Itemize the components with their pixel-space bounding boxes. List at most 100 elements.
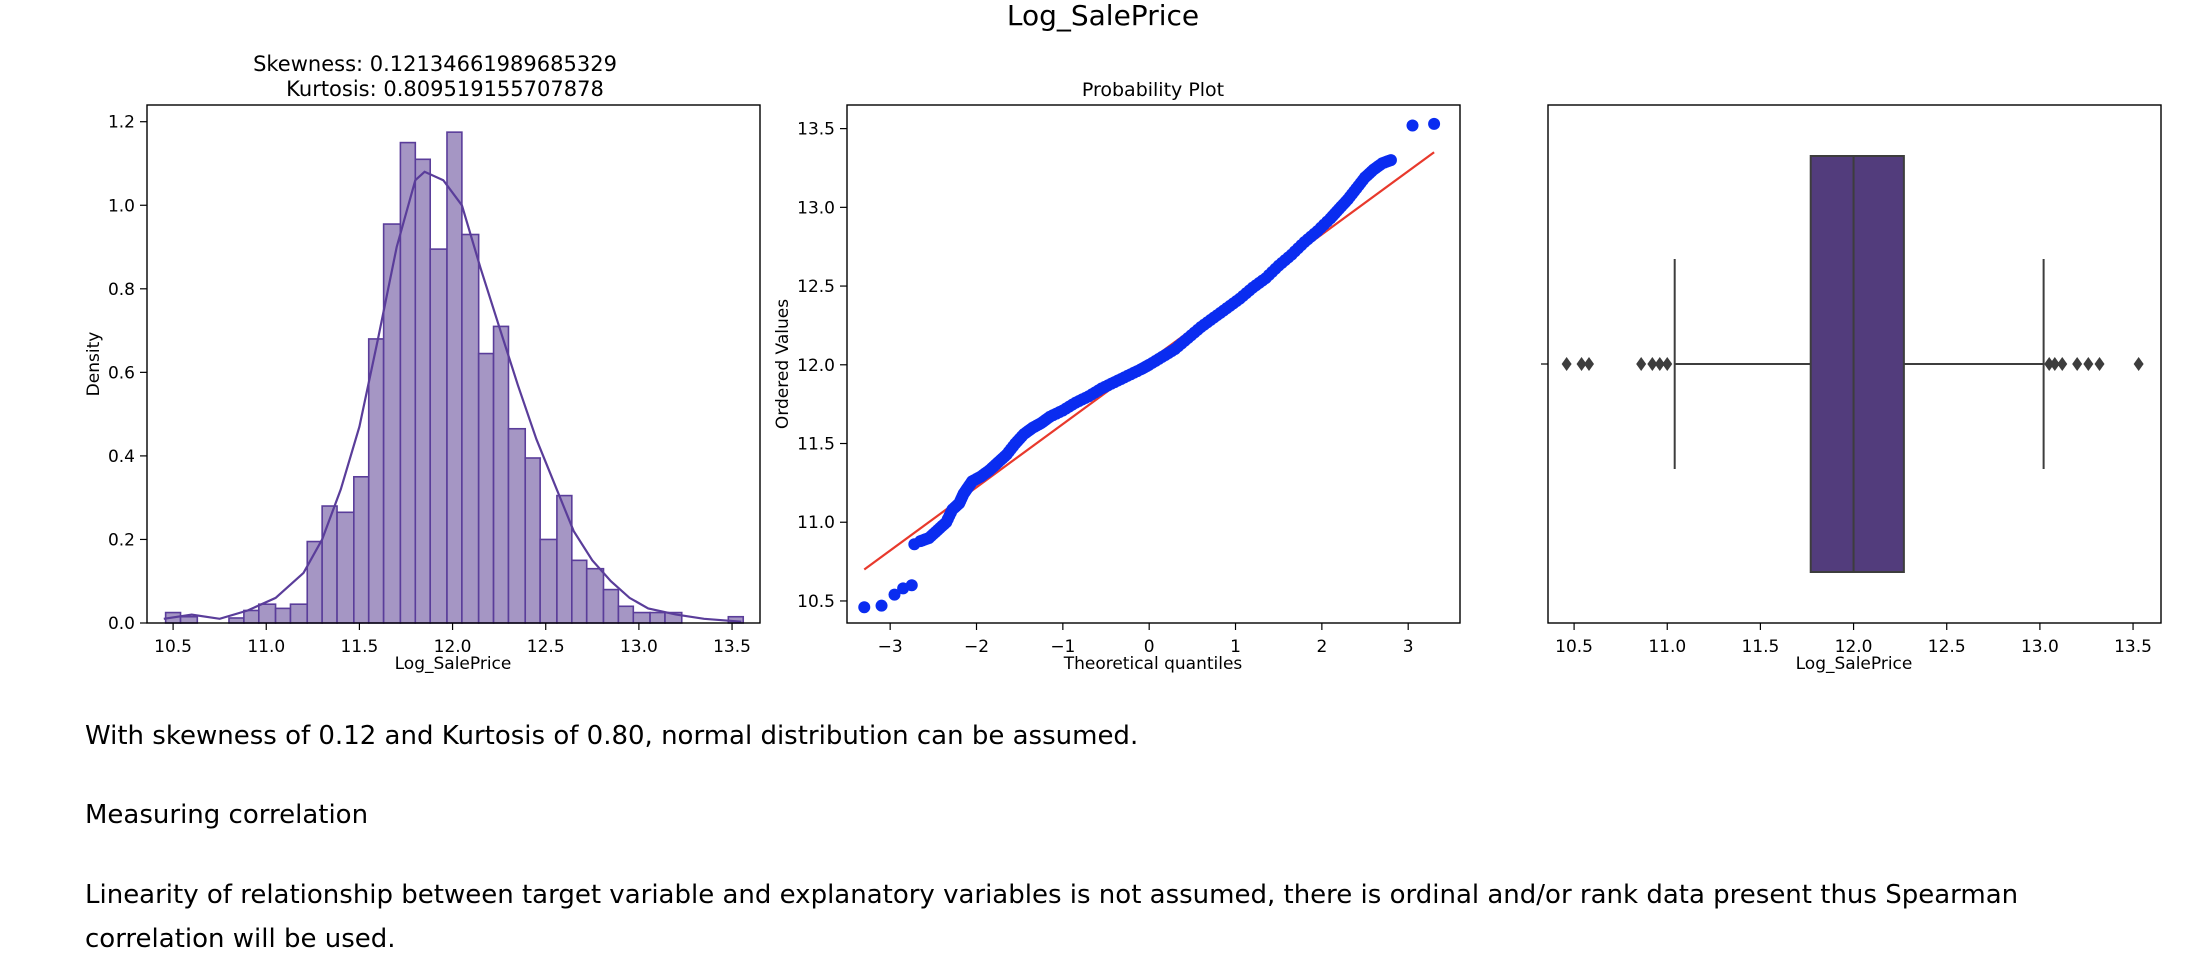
probability-plot-x-tick-label: −3	[878, 637, 903, 657]
histogram-y-tick-label: 1.0	[108, 196, 135, 216]
histogram-bar	[492, 325, 510, 624]
probability-plot-y-tick-label: 10.5	[797, 592, 835, 612]
boxplot-x-tick-label: 13.0	[2021, 637, 2059, 657]
boxplot-outlier	[1647, 357, 1658, 371]
probability-plot-y-tick-label: 13.0	[797, 198, 835, 218]
histogram-bar	[461, 233, 480, 624]
boxplot-outlier	[1636, 357, 1647, 371]
boxplot-outlier	[2072, 357, 2083, 371]
probability-plot-x-tick-label: 3	[1403, 637, 1414, 657]
histogram-y-tick-label: 0.2	[108, 530, 135, 550]
probability-plot-point	[858, 601, 871, 614]
histogram-x-ticks: 10.5 11.0 11.5 12.0 12.5 13.0 13.5	[154, 623, 751, 657]
histogram-y-tick-label: 0.8	[108, 280, 135, 300]
histogram-y-ticks: 0.0 0.2 0.4 0.6 0.8 1.0 1.2	[108, 113, 147, 634]
boxplot-outlier	[2057, 357, 2068, 371]
histogram-x-tick-label: 11.5	[340, 637, 378, 657]
boxplot-x-tick-label: 11.5	[1741, 637, 1779, 657]
boxplot-outlier	[2133, 357, 2144, 371]
probability-plot-x-ticks: −3 −2 −1 0 1 2 3	[878, 623, 1414, 657]
histogram-bar	[539, 538, 558, 624]
kde-curve	[163, 170, 742, 623]
probability-plot-x-tick-label: 0	[1144, 637, 1155, 657]
boxplot-axes-frame	[1547, 104, 2162, 624]
boxplot-outlier	[1654, 357, 1665, 371]
boxplot-x-label: Log_SalePrice	[1796, 654, 1913, 674]
probability-plot-point	[888, 588, 901, 601]
histogram-bar	[399, 141, 417, 624]
histogram-bar	[414, 158, 432, 624]
histogram-panel: Skewness: 0.12134661989685329 Kurtosis: …	[84, 52, 761, 674]
paragraph-normality: With skewness of 0.12 and Kurtosis of 0.…	[85, 721, 1139, 751]
histogram-bar	[257, 603, 277, 624]
figure-suptitle: Log_SalePrice	[1007, 0, 1199, 32]
histogram-x-tick-label: 10.5	[154, 637, 192, 657]
histogram-bar	[556, 494, 573, 624]
boxplot-x-tick-label: 11.0	[1648, 637, 1686, 657]
histogram-x-tick-label: 11.0	[247, 637, 285, 657]
probability-plot-y-tick-label: 12.0	[797, 356, 835, 376]
histogram-axes-frame	[146, 104, 761, 624]
probability-plot-x-tick-label: −2	[964, 637, 989, 657]
histogram-y-tick-label: 0.6	[108, 363, 135, 383]
histogram-bar	[585, 567, 605, 624]
histogram-bar	[321, 505, 338, 624]
probability-plot-y-tick-label: 12.5	[797, 277, 835, 297]
boxplot-outlier	[1561, 357, 1572, 371]
boxplot-outlier	[1583, 357, 1594, 371]
probability-plot-point	[905, 579, 918, 592]
histogram-bar	[336, 511, 355, 624]
histogram-bar	[571, 559, 588, 624]
probability-plot-axes-frame	[846, 104, 1461, 624]
probability-plot-y-tick-label: 11.5	[797, 435, 835, 455]
histogram-bar	[602, 588, 620, 624]
histogram-x-tick-label: 13.0	[620, 637, 658, 657]
boxplot-outlier	[2049, 357, 2060, 371]
histogram-bar	[367, 338, 385, 624]
boxplot-outlier	[1662, 357, 1673, 371]
boxplot-x-tick-label: 13.5	[2114, 637, 2152, 657]
histogram-bar	[429, 248, 448, 624]
probability-plot-point	[1406, 119, 1419, 132]
probability-plot-points	[858, 117, 1441, 614]
boxplot-outlier	[2083, 357, 2094, 371]
histogram-title-skewness: Skewness: 0.12134661989685329	[253, 52, 617, 76]
probability-plot-point	[875, 599, 888, 612]
histogram-y-label: Density	[84, 332, 104, 397]
histogram-y-tick-label: 1.2	[108, 113, 135, 133]
probability-plot-y-ticks: 10.5 11.0 11.5 12.0 12.5 13.0 13.5	[797, 120, 847, 612]
histogram-bar	[524, 457, 541, 624]
histogram-bar	[649, 611, 666, 624]
probability-plot-y-tick-label: 11.0	[797, 513, 835, 533]
histogram-bar	[382, 223, 402, 624]
boxplot-panel: 10.5 11.0 11.5 12.0 12.5 13.0 13.5 Log_SalePri…	[1541, 104, 2162, 674]
probability-plot-title: Probability Plot	[1082, 79, 1224, 101]
histogram-bars	[164, 131, 745, 624]
boxplot-x-tick-label: 12.0	[1835, 637, 1873, 657]
histogram-y-tick-label: 0.4	[108, 447, 135, 467]
histogram-bar	[179, 615, 199, 624]
probability-plot-x-tick-label: 2	[1316, 637, 1327, 657]
histogram-x-tick-label: 12.5	[527, 637, 565, 657]
probability-plot-x-tick-label: −1	[1050, 637, 1075, 657]
boxplot-x-tick-label: 10.5	[1555, 637, 1593, 657]
histogram-bar	[228, 617, 245, 624]
probability-plot-panel: Probability Plot −3 −2 −1 0 1 2 3 10.5 11.0 11.5…	[773, 79, 1461, 674]
histogram-x-tick-label: 13.5	[713, 637, 751, 657]
paragraph-spearman: Linearity of relationship between target…	[85, 880, 2019, 954]
boxplot-box	[1809, 155, 1905, 573]
histogram-bar	[632, 611, 651, 624]
boxplot-x-ticks: 10.5 11.0 11.5 12.0 12.5 13.0 13.5	[1555, 623, 2152, 657]
histogram-bar	[477, 352, 495, 624]
histogram-x-label: Log_SalePrice	[395, 654, 512, 674]
histogram-bar	[274, 607, 292, 624]
paragraph-measuring-correlation: Measuring correlation	[85, 800, 369, 830]
probability-plot-point	[1428, 117, 1441, 130]
probability-plot-point	[1384, 154, 1397, 167]
histogram-bar	[446, 131, 463, 624]
histogram-y-tick-label: 0.0	[108, 614, 135, 634]
histogram-bar	[617, 605, 635, 624]
histogram-bar	[289, 603, 309, 624]
probability-plot-x-label: Theoretical quantiles	[1063, 654, 1243, 674]
boxplot-x-tick-label: 12.5	[1928, 637, 1966, 657]
